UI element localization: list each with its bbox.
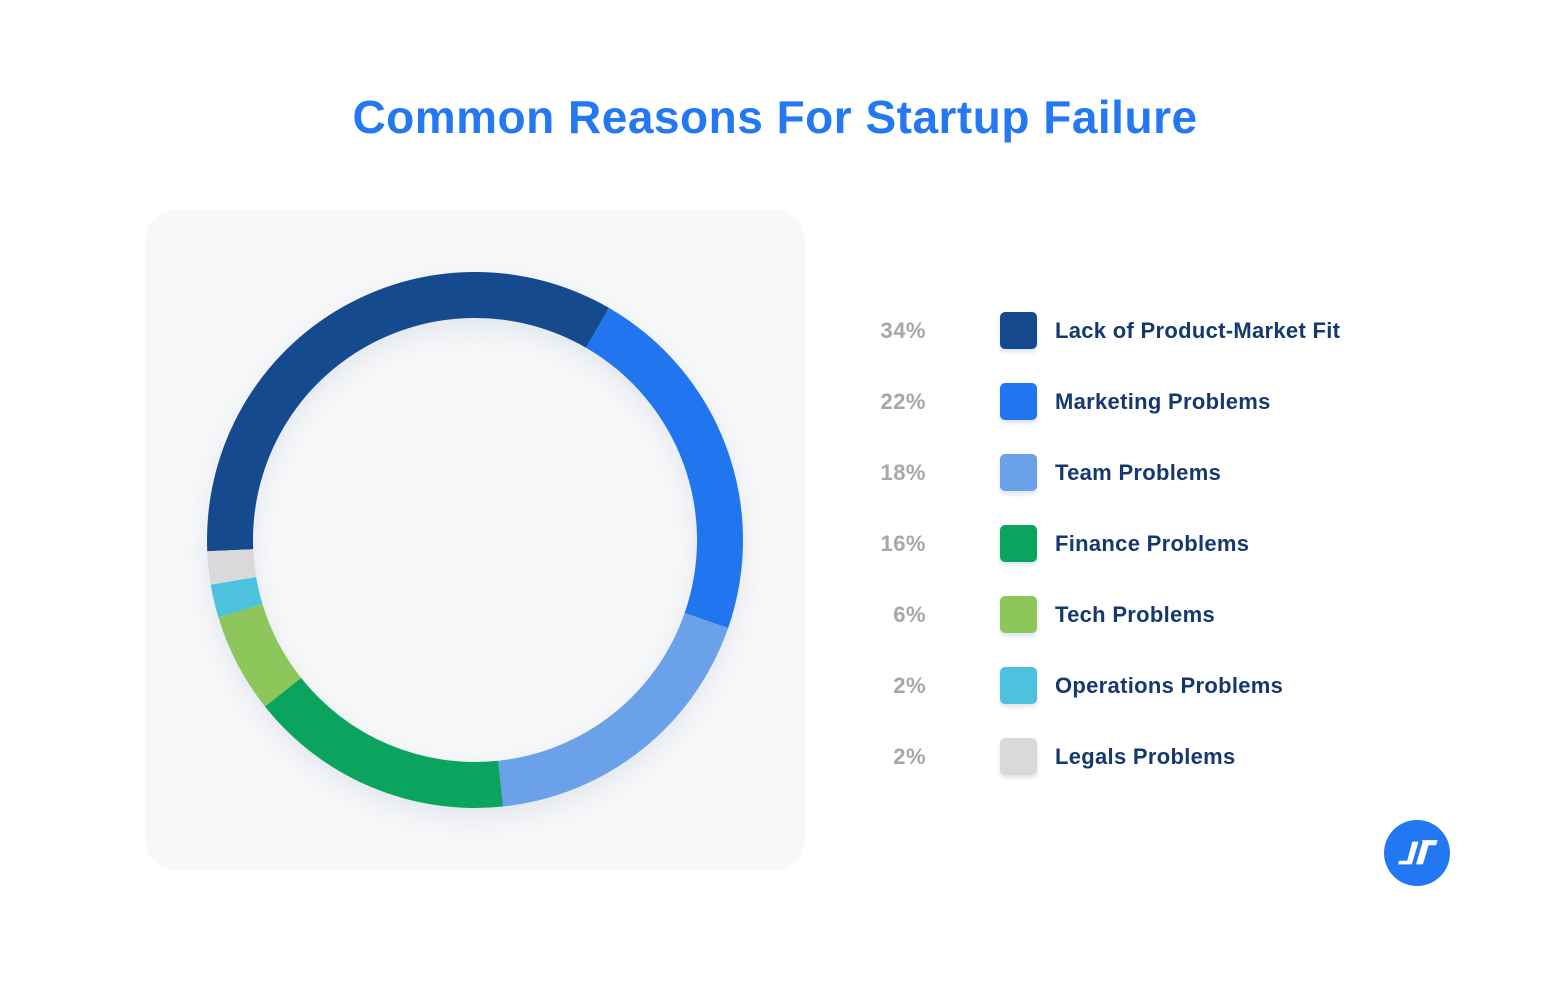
legend-label: Legals Problems: [1055, 743, 1236, 769]
donut-segment-1: [586, 307, 743, 629]
legend-item: 34% Lack of Product-Market Fit: [868, 312, 1340, 349]
legend-percent: 6%: [893, 601, 926, 627]
legend-item: 16% Finance Problems: [868, 525, 1340, 562]
legend-swatch-icon: [1000, 383, 1037, 420]
legend-item: 6% Tech Problems: [868, 596, 1340, 633]
legend-percent: 2%: [893, 672, 926, 698]
legend-swatch-icon: [1000, 525, 1037, 562]
legend-swatch-icon: [1000, 312, 1037, 349]
legend-label: Operations Problems: [1055, 672, 1284, 698]
legend-label: Finance Problems: [1055, 530, 1250, 556]
legend: 34% Lack of Product-Market Fit 22% Marke…: [868, 312, 1340, 809]
chart-card: [145, 210, 805, 870]
legend-item: 2% Operations Problems: [868, 667, 1340, 704]
brand-logo: [1384, 820, 1450, 886]
legend-percent: 22%: [880, 388, 926, 414]
donut-segment-3: [264, 677, 504, 808]
donut-segment-6: [207, 549, 257, 585]
legend-item: 2% Legals Problems: [868, 738, 1340, 775]
donut-chart: [207, 272, 743, 808]
legend-label: Team Problems: [1055, 459, 1222, 485]
donut-segment-2: [498, 613, 729, 807]
legend-label: Marketing Problems: [1055, 388, 1271, 414]
page-title: Common Reasons For Startup Failure: [352, 91, 1198, 143]
brand-logo-mark-icon: [1397, 840, 1438, 865]
legend-percent: 2%: [893, 743, 926, 769]
legend-swatch-icon: [1000, 596, 1037, 633]
legend-percent: 18%: [880, 459, 926, 485]
donut-segment-0: [207, 272, 609, 552]
legend-swatch-icon: [1000, 667, 1037, 704]
legend-percent: 34%: [880, 317, 926, 343]
legend-item: 18% Team Problems: [868, 454, 1340, 491]
legend-label: Lack of Product-Market Fit: [1055, 317, 1341, 343]
legend-item: 22% Marketing Problems: [868, 383, 1340, 420]
donut-segment-4: [218, 604, 302, 707]
legend-label: Tech Problems: [1055, 601, 1215, 627]
donut-segment-5: [210, 577, 263, 618]
legend-swatch-icon: [1000, 738, 1037, 775]
legend-percent: 16%: [880, 530, 926, 556]
legend-swatch-icon: [1000, 454, 1037, 491]
